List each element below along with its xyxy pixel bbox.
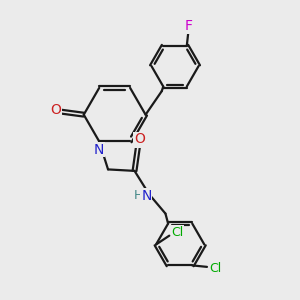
- Text: O: O: [50, 103, 61, 117]
- Text: H: H: [134, 189, 143, 203]
- Text: N: N: [93, 143, 104, 157]
- Text: O: O: [134, 132, 145, 146]
- Text: Cl: Cl: [171, 226, 184, 238]
- Text: F: F: [185, 19, 193, 33]
- Text: N: N: [141, 189, 152, 203]
- Text: N: N: [134, 133, 144, 147]
- Text: Cl: Cl: [210, 262, 222, 275]
